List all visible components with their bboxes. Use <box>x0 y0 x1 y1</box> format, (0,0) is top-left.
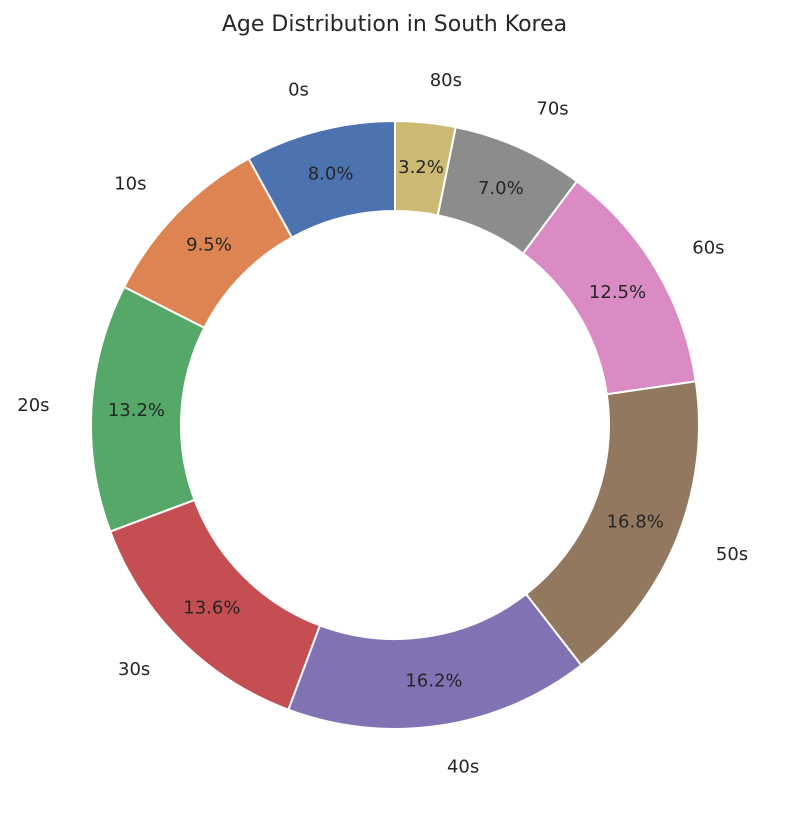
pct-label-80s: 3.2% <box>398 157 444 178</box>
pct-label-20s: 13.2% <box>108 400 165 421</box>
pct-label-10s: 9.5% <box>186 234 232 255</box>
slice-80s <box>394 119 457 217</box>
pct-label-30s: 13.6% <box>183 598 240 619</box>
category-label-0s: 0s <box>288 79 309 100</box>
category-label-70s: 70s <box>536 99 568 120</box>
category-label-30s: 30s <box>118 659 150 680</box>
category-label-40s: 40s <box>447 757 479 778</box>
category-label-80s: 80s <box>430 70 462 91</box>
category-label-60s: 60s <box>692 237 724 258</box>
category-label-50s: 50s <box>716 544 748 565</box>
percentage-labels: 8.0% 9.5% 13.2% 13.6% 16.2% 16.8% 12.5% 7.0% 3.2… <box>108 157 664 692</box>
pct-label-70s: 7.0% <box>478 178 524 199</box>
category-label-10s: 10s <box>114 174 146 195</box>
chart-title: Age Distribution in South Korea <box>221 12 568 37</box>
pct-label-50s: 16.8% <box>607 511 664 532</box>
pct-label-0s: 8.0% <box>308 164 354 185</box>
slice-40s <box>287 592 583 730</box>
category-labels: 0s 10s 20s 30s 40s 50s 60s 70s 80s <box>17 70 748 777</box>
category-label-20s: 20s <box>17 395 49 416</box>
donut-slices <box>90 119 700 730</box>
pct-label-60s: 12.5% <box>589 282 646 303</box>
pct-label-40s: 16.2% <box>405 671 462 692</box>
